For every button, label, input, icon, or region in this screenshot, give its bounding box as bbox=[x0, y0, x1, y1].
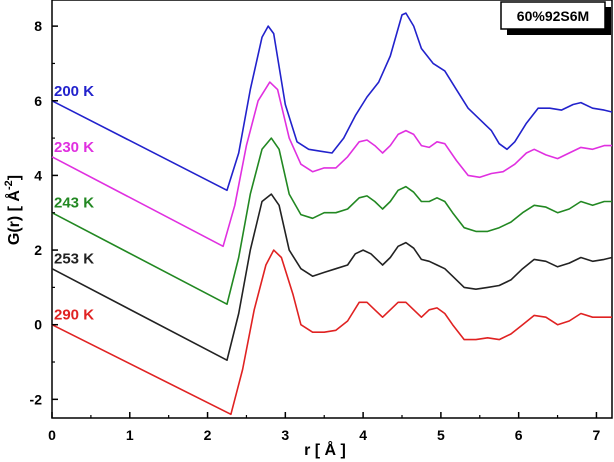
y-axis-title-main: G(r) [ Å bbox=[4, 190, 23, 246]
x-tick-label: 4 bbox=[359, 427, 367, 443]
series-line-230-k bbox=[51, 81, 612, 248]
y-tick-label: 8 bbox=[34, 18, 42, 34]
series-labels: 200 K 230 K 243 K 253 K 290 K bbox=[54, 83, 94, 324]
x-tick-label: 3 bbox=[281, 427, 289, 443]
series-line-290-k bbox=[51, 249, 612, 416]
series-label-253-k: 253 K bbox=[54, 251, 94, 268]
y-tick-label: -2 bbox=[30, 391, 43, 407]
x-tick-label: 2 bbox=[204, 427, 212, 443]
plot-area bbox=[51, 0, 613, 419]
series-layer bbox=[51, 12, 613, 416]
annotation-box: 60%92S6M bbox=[500, 1, 611, 35]
annotation-text: 60%92S6M bbox=[517, 8, 589, 24]
series-line-243-k bbox=[51, 137, 612, 305]
y-tick-label: 4 bbox=[34, 167, 42, 183]
series-line-253-k bbox=[51, 193, 613, 361]
x-axis-title: r [ Å ] bbox=[304, 440, 346, 459]
y-tick-label: 6 bbox=[34, 93, 42, 109]
x-tick-label: 1 bbox=[126, 427, 134, 443]
x-tick-label: 5 bbox=[437, 427, 445, 443]
y-axis-title-sup: -2 bbox=[3, 180, 15, 190]
x-tick-label: 7 bbox=[593, 427, 601, 443]
x-axis: 0 1 2 3 4 5 6 7 bbox=[48, 412, 601, 443]
series-label-243-k: 243 K bbox=[54, 195, 94, 212]
y-axis-title: G(r) [ Å-2] bbox=[3, 175, 23, 245]
y-tick-label: 0 bbox=[34, 317, 42, 333]
y-axis-title-close: ] bbox=[6, 175, 23, 180]
series-label-200-k: 200 K bbox=[54, 83, 94, 100]
series-label-230-k: 230 K bbox=[54, 139, 94, 156]
y-axis: -2 0 2 4 6 8 bbox=[30, 18, 58, 407]
annotation-box-frame bbox=[500, 1, 606, 30]
series-label-290-k: 290 K bbox=[54, 307, 94, 324]
x-tick-label: 0 bbox=[48, 427, 56, 443]
x-tick-label: 6 bbox=[515, 427, 523, 443]
series-line-200-k bbox=[51, 12, 613, 192]
y-tick-label: 2 bbox=[34, 242, 42, 258]
